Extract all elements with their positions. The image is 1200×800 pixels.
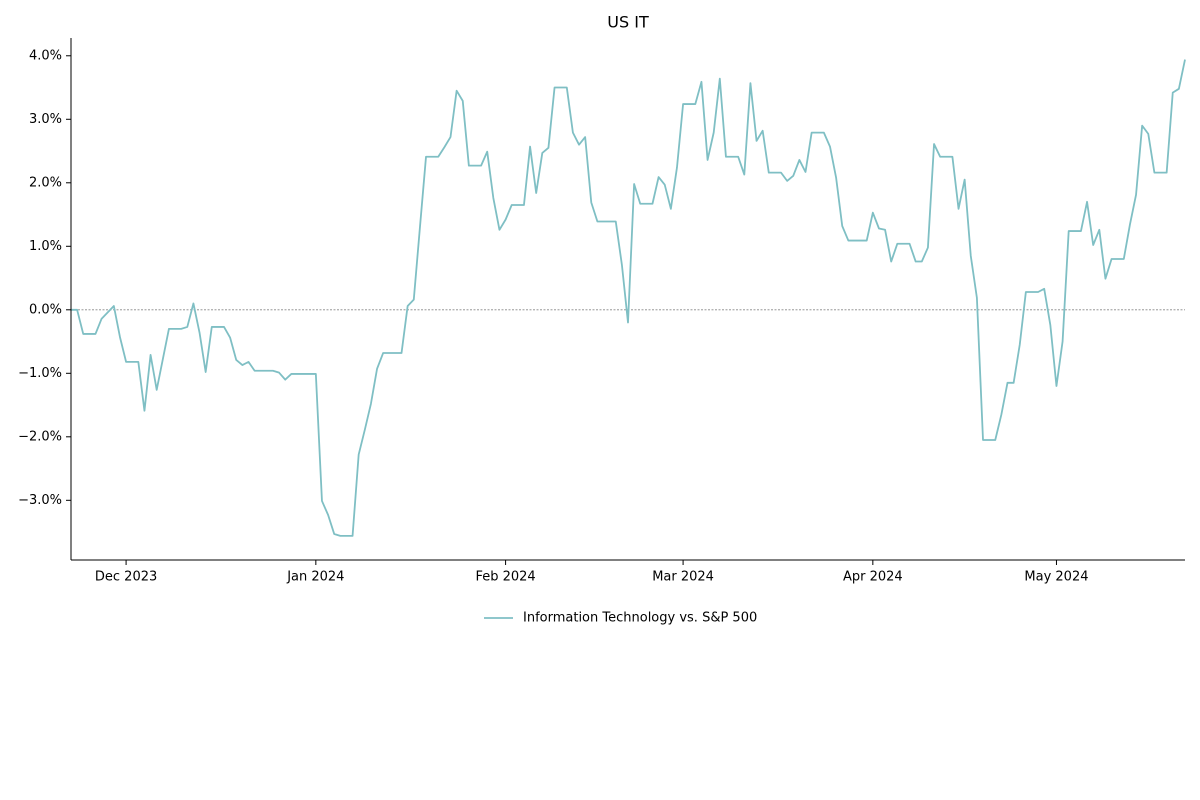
chart-title: US IT bbox=[607, 13, 649, 32]
y-tick-label: 2.0% bbox=[29, 175, 62, 190]
x-tick-label: Jan 2024 bbox=[286, 570, 344, 585]
x-tick-label: May 2024 bbox=[1024, 570, 1088, 585]
y-tick-label: 0.0% bbox=[29, 302, 62, 317]
y-tick-label: −3.0% bbox=[18, 493, 62, 508]
x-tick-label: Dec 2023 bbox=[95, 570, 157, 585]
y-tick-label: 3.0% bbox=[29, 112, 62, 127]
series-line bbox=[71, 59, 1186, 537]
y-tick-label: −2.0% bbox=[18, 429, 62, 444]
x-tick-label: Feb 2024 bbox=[475, 570, 535, 585]
y-tick-label: 4.0% bbox=[29, 48, 62, 63]
y-tick-label: −1.0% bbox=[18, 366, 62, 381]
legend-label: Information Technology vs. S&P 500 bbox=[523, 611, 757, 626]
x-tick-label: Apr 2024 bbox=[843, 570, 903, 585]
x-tick-label: Mar 2024 bbox=[652, 570, 714, 585]
y-tick-label: 1.0% bbox=[29, 239, 62, 254]
